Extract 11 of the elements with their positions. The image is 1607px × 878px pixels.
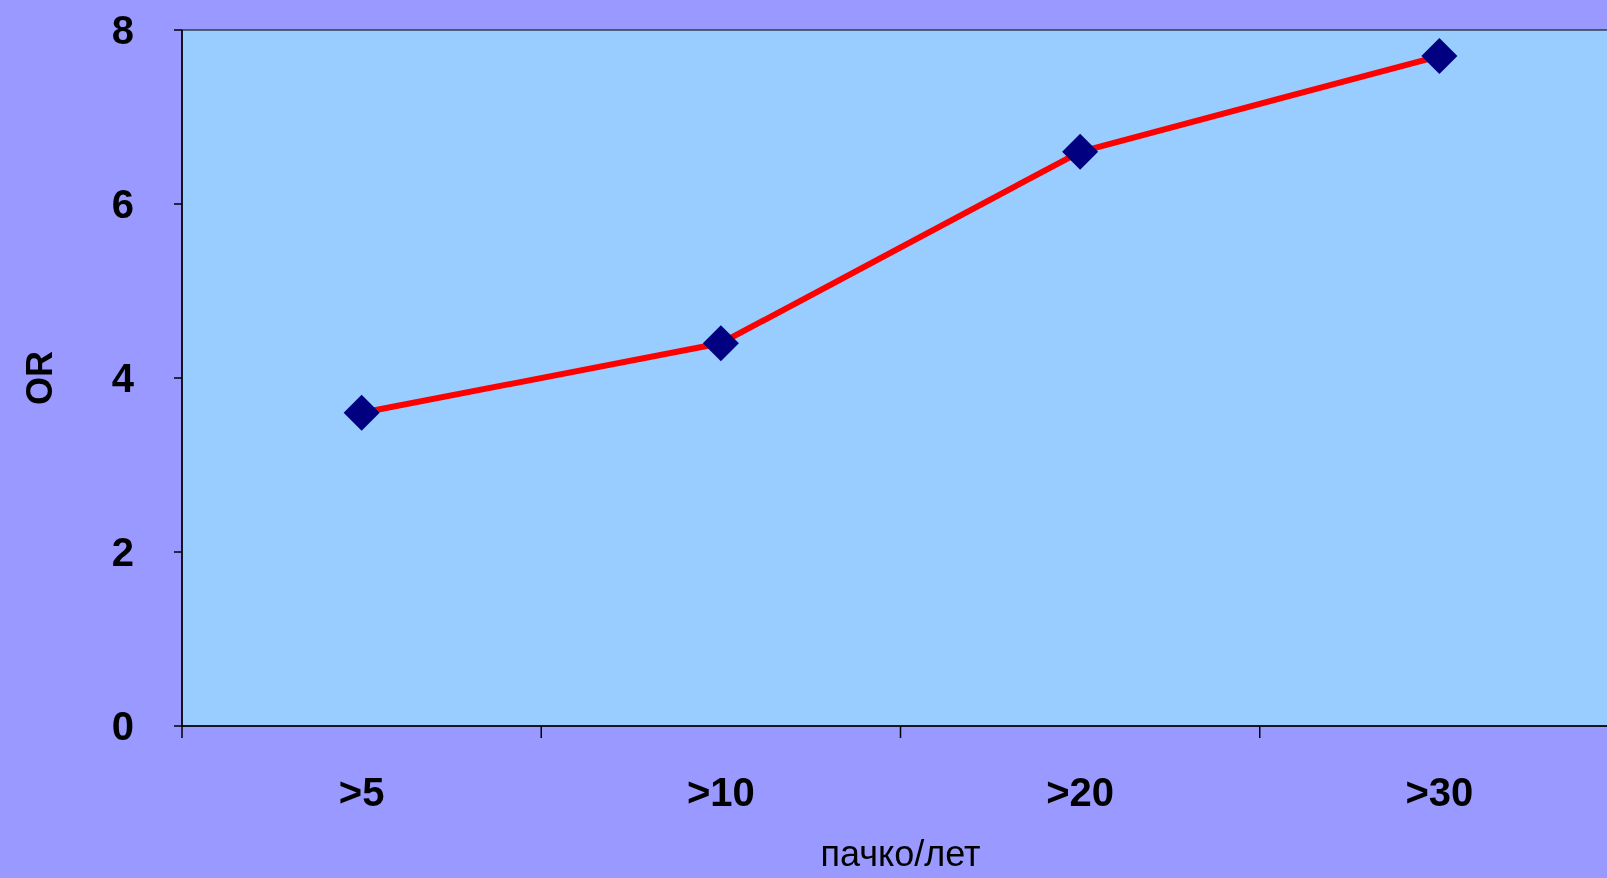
x-tick-label: >10 <box>686 770 755 814</box>
y-tick-label: 0 <box>111 704 134 748</box>
y-tick-label: 2 <box>111 530 134 574</box>
x-tick-label: >20 <box>1046 770 1115 814</box>
y-tick-label: 6 <box>111 182 134 226</box>
y-axis-title: OR <box>19 351 60 405</box>
x-tick-label: >5 <box>338 770 385 814</box>
y-tick-label: 4 <box>111 356 135 400</box>
x-tick-label: >30 <box>1405 770 1474 814</box>
y-tick-label: 8 <box>111 8 134 52</box>
x-axis-title: пачко/лет <box>820 833 981 874</box>
